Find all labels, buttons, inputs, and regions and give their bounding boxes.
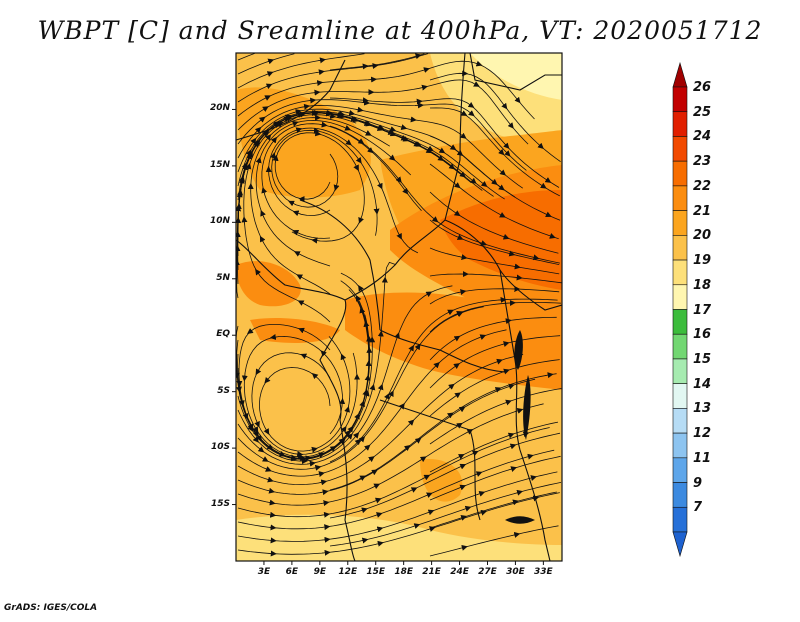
colorbar-swatch [673, 87, 687, 112]
colorbar-swatch [673, 260, 687, 285]
lon-label: 21E [417, 567, 447, 577]
colorbar-label: 24 [693, 129, 711, 144]
colorbar-top-arrow [673, 63, 687, 87]
colorbar-swatch [673, 285, 687, 310]
lon-label: 3E [249, 567, 279, 577]
lon-label: 24E [445, 567, 475, 577]
colorbar-label: 16 [693, 327, 711, 342]
colorbar-swatch [673, 433, 687, 458]
lon-label: 9E [305, 567, 335, 577]
colorbar-swatch [673, 211, 687, 236]
colorbar-label: 22 [693, 179, 711, 194]
colorbar-swatch [673, 334, 687, 359]
colorbar-label: 18 [693, 278, 711, 293]
lat-label: 15N [190, 160, 230, 170]
lon-label: 33E [528, 567, 558, 577]
colorbar-swatch [673, 112, 687, 137]
colorbar-label: 21 [693, 204, 711, 219]
colorbar-swatch [673, 186, 687, 211]
colorbar-label: 7 [693, 500, 702, 515]
lon-label: 27E [472, 567, 502, 577]
lat-label: 20N [190, 103, 230, 113]
lat-label: 5N [190, 273, 230, 283]
colorbar-swatch [673, 310, 687, 335]
colorbar-swatch [673, 507, 687, 532]
colorbar-label: 12 [693, 426, 711, 441]
colorbar-swatch [673, 359, 687, 384]
lon-label: 18E [389, 567, 419, 577]
colorbar-label: 13 [693, 401, 711, 416]
colorbar-swatch [673, 161, 687, 186]
colorbar-swatch [673, 136, 687, 161]
lon-label: 12E [333, 567, 363, 577]
colorbar-label: 17 [693, 303, 711, 318]
colorbar [673, 63, 687, 556]
lat-label: 10N [190, 216, 230, 226]
lat-label: 10S [190, 442, 230, 452]
colorbar-label: 15 [693, 352, 711, 367]
wbpt-shading [236, 53, 562, 561]
colorbar-bottom-arrow [673, 532, 687, 556]
colorbar-label: 25 [693, 105, 711, 120]
colorbar-swatch [673, 483, 687, 508]
colorbar-swatch [673, 235, 687, 260]
colorbar-label: 14 [693, 377, 711, 392]
colorbar-swatch [673, 408, 687, 433]
colorbar-label: 19 [693, 253, 711, 268]
colorbar-label: 20 [693, 228, 711, 243]
lon-label: 15E [361, 567, 391, 577]
colorbar-label: 9 [693, 476, 702, 491]
lon-label: 30E [500, 567, 530, 577]
grads-credit: GrADS: IGES/COLA [4, 603, 97, 613]
lat-label: EQ [190, 329, 230, 339]
lat-label: 5S [190, 386, 230, 396]
lat-label: 15S [190, 499, 230, 509]
colorbar-label: 23 [693, 154, 711, 169]
colorbar-label: 26 [693, 80, 711, 95]
colorbar-swatch [673, 458, 687, 483]
lon-label: 6E [277, 567, 307, 577]
colorbar-label: 11 [693, 451, 711, 466]
colorbar-swatch [673, 384, 687, 409]
